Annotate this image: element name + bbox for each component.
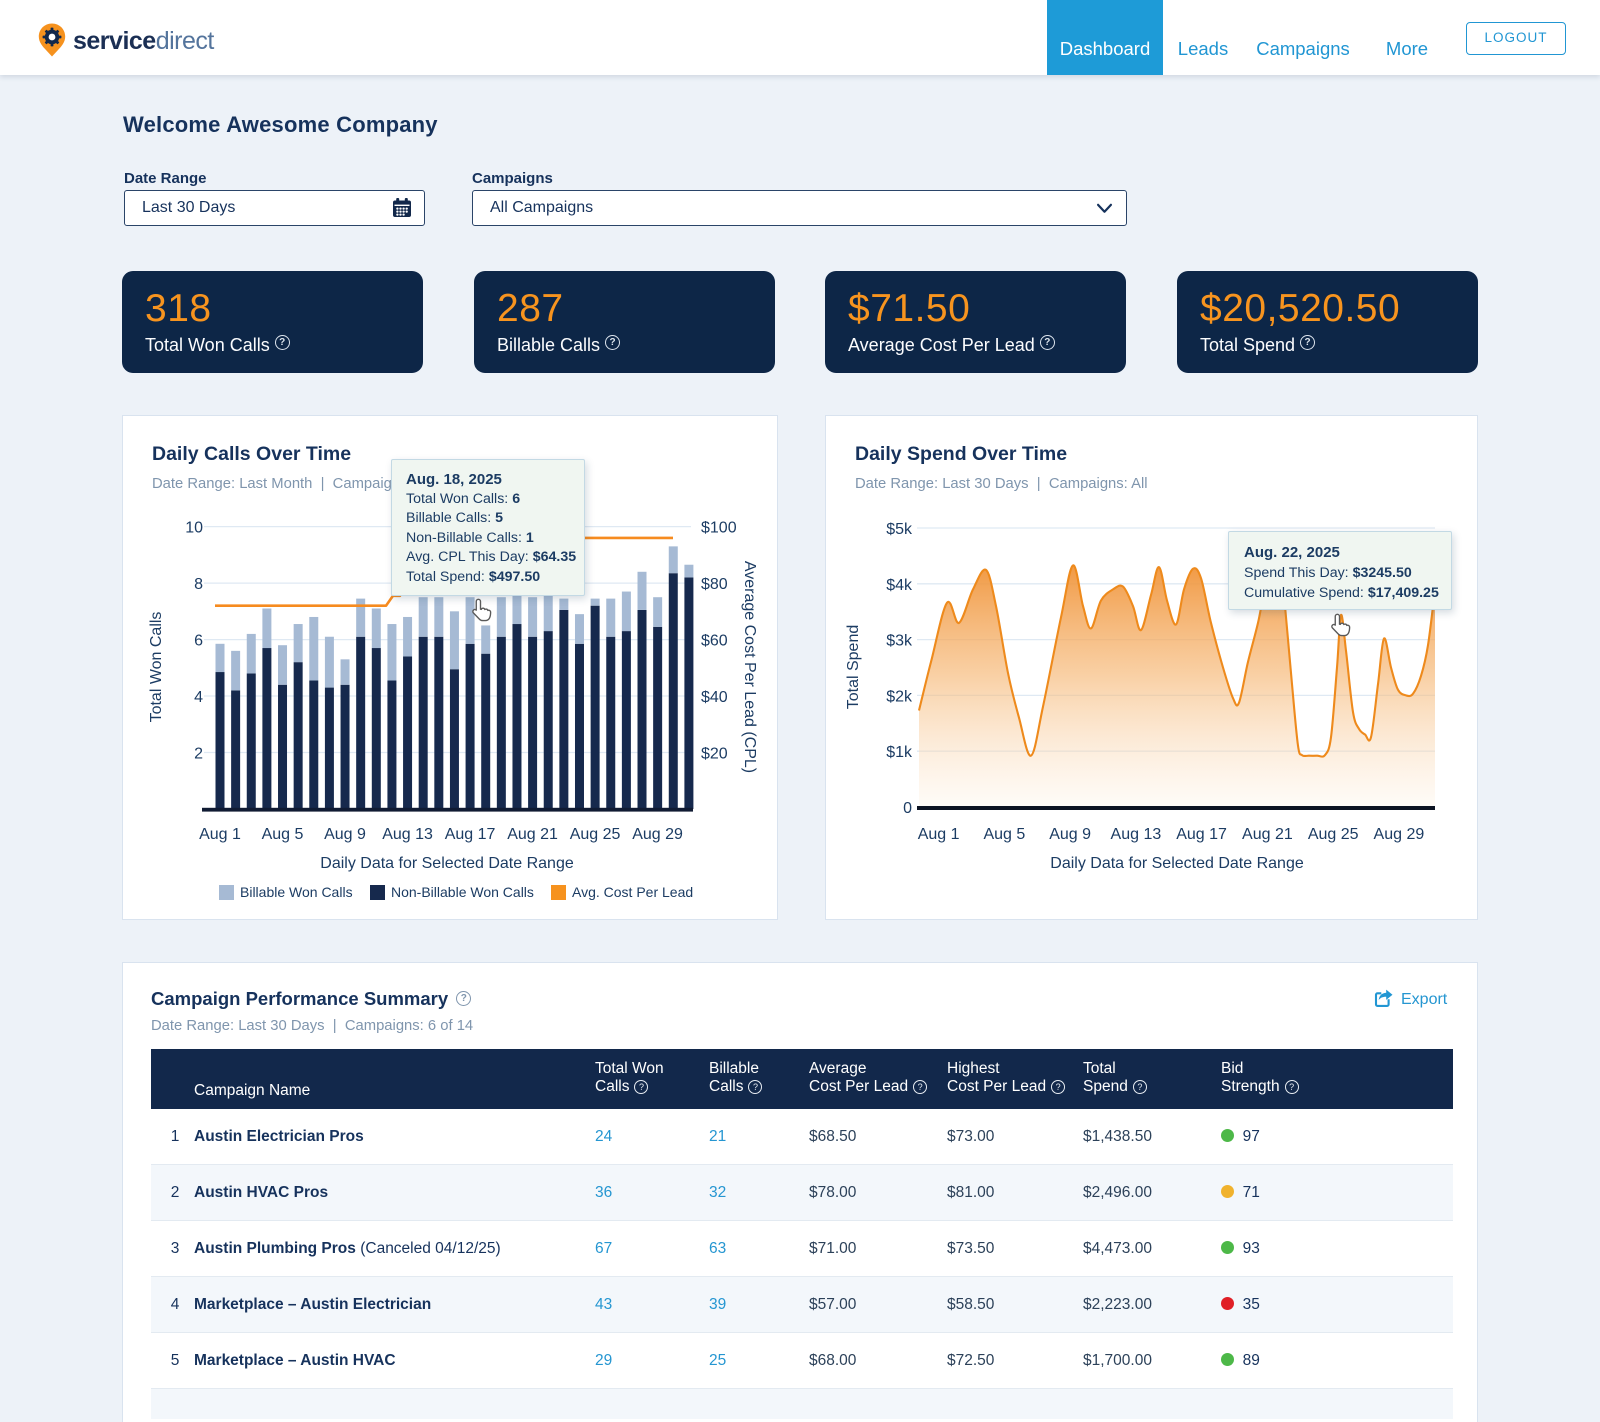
svg-text:Aug 5: Aug 5 [983,826,1025,843]
svg-text:$20: $20 [701,746,728,763]
svg-text:Average Cost Per Lead (CPL): Average Cost Per Lead (CPL) [741,561,758,773]
svg-text:Aug 1: Aug 1 [918,826,960,843]
svg-text:$100: $100 [701,520,737,537]
svg-text:Aug 1: Aug 1 [199,826,241,843]
svg-text:$80: $80 [701,576,728,593]
svg-text:$1k: $1k [886,744,913,761]
svg-text:Aug 5: Aug 5 [262,826,304,843]
svg-text:Aug 25: Aug 25 [570,826,621,843]
svg-text:Aug 25: Aug 25 [1308,826,1359,843]
svg-text:Aug 13: Aug 13 [382,826,433,843]
svg-text:Non-Billable Won Calls: Non-Billable Won Calls [391,884,534,900]
svg-text:$60: $60 [701,633,728,650]
svg-text:Aug 29: Aug 29 [1374,826,1425,843]
svg-text:Aug 9: Aug 9 [1049,826,1091,843]
svg-text:Total Spend: Total Spend [845,625,862,710]
svg-text:$5k: $5k [886,521,913,538]
svg-text:$4k: $4k [886,577,913,594]
svg-text:$3k: $3k [886,633,913,650]
svg-text:Avg. Cost Per Lead: Avg. Cost Per Lead [572,884,693,900]
svg-text:$2k: $2k [886,688,913,705]
svg-text:Billable Won Calls: Billable Won Calls [240,884,353,900]
svg-text:Aug 17: Aug 17 [445,826,496,843]
svg-text:0: 0 [903,800,912,817]
svg-text:4: 4 [194,689,203,706]
svg-text:Aug 17: Aug 17 [1176,826,1227,843]
svg-text:Total Won Calls: Total Won Calls [148,612,165,723]
svg-text:Aug 9: Aug 9 [324,826,366,843]
svg-text:$40: $40 [701,689,728,706]
svg-text:Aug 29: Aug 29 [632,826,683,843]
svg-text:8: 8 [194,576,203,593]
svg-text:Daily Data for Selected Date R: Daily Data for Selected Date Range [320,855,574,872]
svg-text:Daily Data for Selected Date R: Daily Data for Selected Date Range [1050,855,1304,872]
svg-text:Aug 13: Aug 13 [1111,826,1162,843]
svg-text:6: 6 [194,633,203,650]
svg-text:Aug 21: Aug 21 [507,826,558,843]
svg-text:2: 2 [194,746,203,763]
svg-text:10: 10 [185,520,203,537]
svg-text:Aug 21: Aug 21 [1242,826,1293,843]
